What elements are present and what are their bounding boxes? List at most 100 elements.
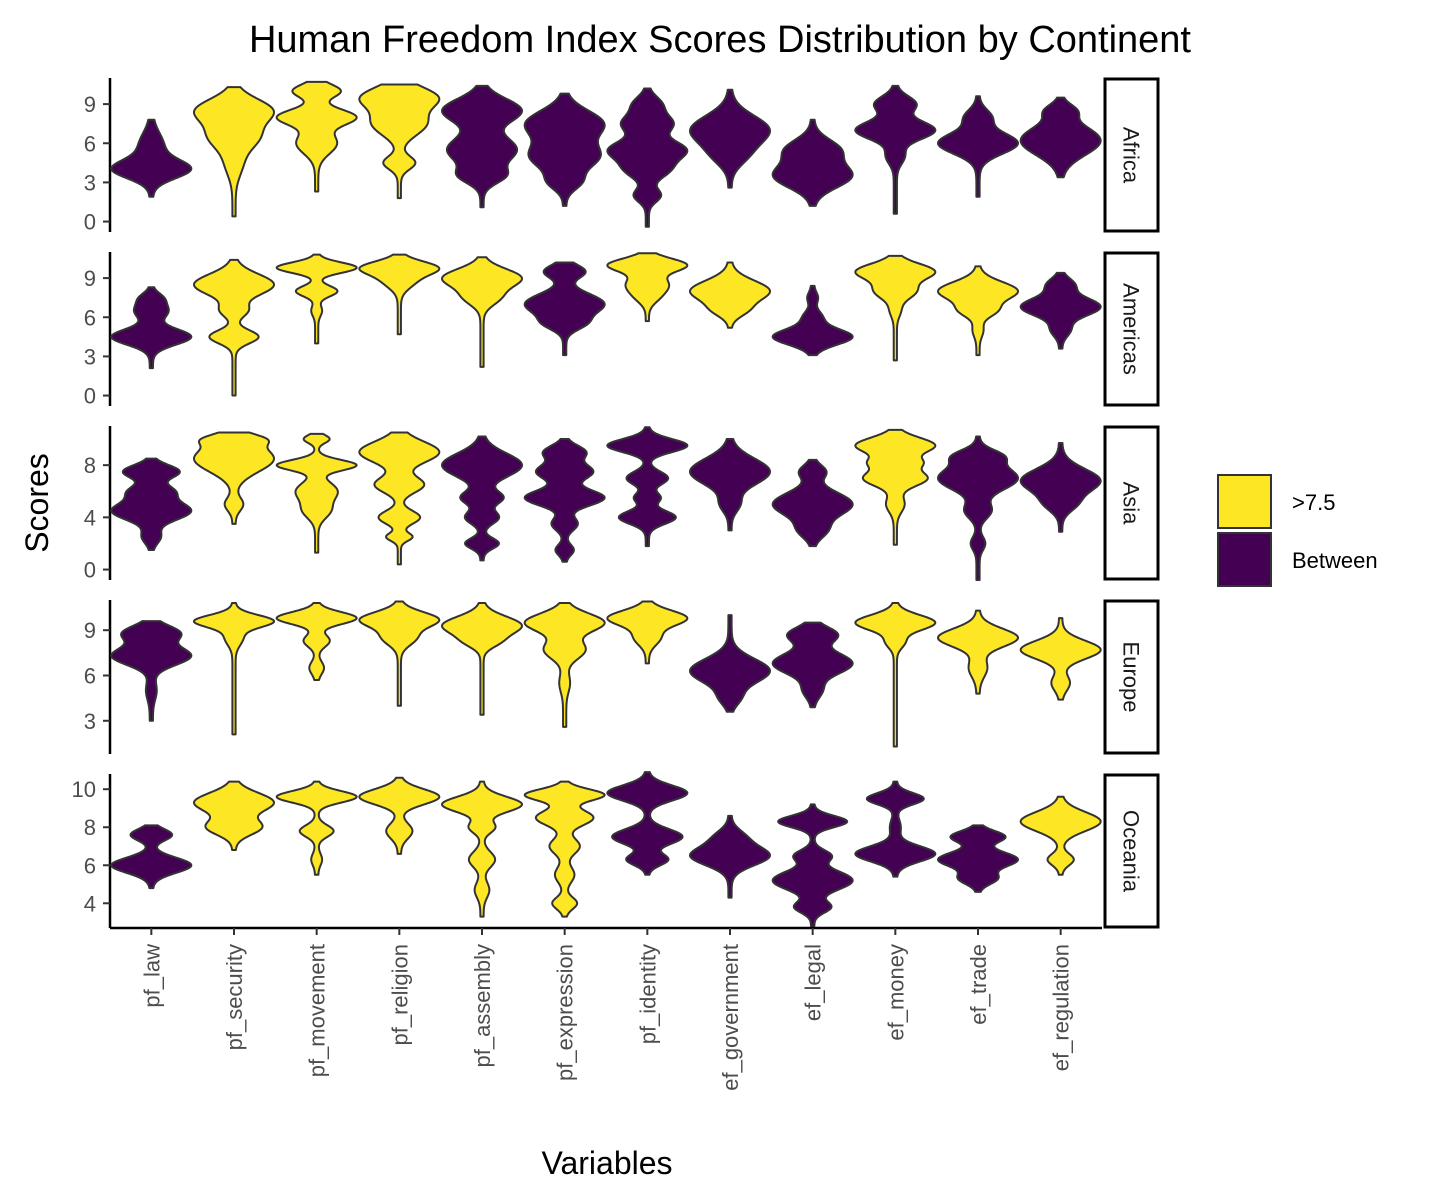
facet-panel-asia: 0 4 8 Asia xyxy=(84,425,1160,583)
violin-africa-pf_law xyxy=(110,118,193,198)
violin-asia-ef_legal xyxy=(771,458,854,548)
violin-europe-pf_law xyxy=(110,620,193,722)
facet-strip xyxy=(1103,773,1160,929)
violin-americas-pf_identity xyxy=(606,252,689,323)
violin-asia-pf_law xyxy=(110,457,193,551)
violin-europe-ef_regulation xyxy=(1019,617,1102,701)
legend-label-high: >7.5 xyxy=(1292,490,1335,515)
violin-africa-ef_regulation xyxy=(1019,96,1102,179)
y-tick-label: 6 xyxy=(84,131,96,156)
x-tick-label: ef_trade xyxy=(966,944,991,1025)
y-tick-label: 0 xyxy=(84,384,96,409)
violin-asia-pf_movement xyxy=(275,432,358,554)
violin-americas-ef_government xyxy=(689,261,771,329)
x-tick-label: ef_regulation xyxy=(1049,944,1074,1071)
violin-africa-pf_expression xyxy=(523,92,606,207)
violin-europe-pf_religion xyxy=(358,600,441,707)
facet-panel-oceania: 4 6 8 10 Oceania xyxy=(72,771,1160,929)
y-tick-label: 9 xyxy=(84,618,96,643)
violin-oceania-ef_money xyxy=(854,780,937,878)
violin-europe-ef_government xyxy=(689,614,771,713)
facet-strip-label: Asia xyxy=(1119,482,1144,526)
violin-asia-pf_identity xyxy=(606,426,689,548)
violin-oceania-pf_assembly xyxy=(441,780,523,918)
violin-europe-pf_identity xyxy=(606,600,689,665)
violin-oceania-pf_security xyxy=(193,780,275,852)
y-tick-label: 3 xyxy=(84,709,96,734)
facet-strip-label: Oceania xyxy=(1119,810,1144,893)
y-tick-label: 8 xyxy=(84,815,96,840)
violin-africa-pf_identity xyxy=(606,87,689,228)
violin-europe-pf_assembly xyxy=(441,602,523,716)
violin-europe-pf_movement xyxy=(275,602,358,682)
y-tick-label: 0 xyxy=(84,558,96,583)
facet-strip xyxy=(1103,251,1160,407)
violin-europe-ef_trade xyxy=(937,609,1019,695)
x-tick-label: ef_government xyxy=(718,944,743,1091)
facet-strip-label: Africa xyxy=(1119,127,1144,184)
facet-strip xyxy=(1103,599,1160,755)
x-axis-title: Variables xyxy=(541,1145,672,1181)
y-tick-label: 4 xyxy=(84,505,96,530)
x-tick-label: pf_identity xyxy=(635,944,660,1044)
y-tick-label: 9 xyxy=(84,266,96,291)
violin-asia-pf_assembly xyxy=(441,435,523,562)
x-tick-label: ef_legal xyxy=(801,944,826,1021)
violin-europe-pf_expression xyxy=(523,602,606,728)
legend: >7.5 Between xyxy=(1217,474,1378,587)
facet-strip xyxy=(1103,77,1160,233)
facet-panel-africa: 0 3 6 9 Africa xyxy=(84,77,1160,235)
violin-americas-pf_security xyxy=(193,258,275,397)
x-tick-label: pf_religion xyxy=(387,944,412,1046)
violin-asia-ef_trade xyxy=(937,435,1019,581)
y-tick-label: 6 xyxy=(84,305,96,330)
violin-oceania-ef_regulation xyxy=(1019,795,1102,876)
violin-asia-ef_regulation xyxy=(1019,441,1102,533)
facet-strip-label: Americas xyxy=(1119,283,1144,375)
y-axis-title: Scores xyxy=(19,453,55,553)
violin-africa-pf_security xyxy=(193,86,275,218)
facet-strip-label: Europe xyxy=(1119,642,1144,713)
violin-europe-pf_security xyxy=(193,602,275,736)
violin-africa-pf_religion xyxy=(358,83,441,200)
violin-americas-ef_regulation xyxy=(1019,271,1102,350)
y-tick-label: 8 xyxy=(84,453,96,478)
violin-oceania-ef_legal xyxy=(771,803,854,928)
y-tick-label: 6 xyxy=(84,853,96,878)
violin-africa-pf_assembly xyxy=(441,84,523,209)
y-tick-label: 9 xyxy=(84,92,96,117)
y-tick-label: 10 xyxy=(72,777,96,802)
violin-asia-pf_expression xyxy=(523,438,606,563)
violin-americas-pf_law xyxy=(110,286,193,370)
x-tick-label: ef_money xyxy=(883,944,908,1041)
violin-oceania-pf_identity xyxy=(606,771,689,876)
x-tick-label: pf_movement xyxy=(305,944,330,1077)
violin-americas-ef_legal xyxy=(771,284,854,357)
violin-asia-ef_money xyxy=(854,428,937,546)
violin-africa-pf_movement xyxy=(275,80,358,193)
chart-title: Human Freedom Index Scores Distribution … xyxy=(249,19,1191,61)
violin-asia-pf_religion xyxy=(358,431,441,566)
x-tick-label: pf_security xyxy=(222,944,247,1050)
x-tick-label: pf_expression xyxy=(553,944,578,1081)
violin-asia-ef_government xyxy=(689,438,771,532)
facet-panels: 0 3 6 9 Africa 0 3 6 9 Americas 0 4 8 Asia 3 6 9 Europe 4 6… xyxy=(72,77,1160,929)
violin-americas-pf_movement xyxy=(275,253,358,345)
violin-oceania-pf_expression xyxy=(523,780,606,918)
facet-panel-americas: 0 3 6 9 Americas xyxy=(84,251,1160,409)
violin-americas-ef_trade xyxy=(937,265,1019,357)
violin-africa-ef_government xyxy=(689,88,771,189)
y-tick-label: 4 xyxy=(84,891,96,916)
violin-asia-pf_security xyxy=(193,431,275,525)
violin-oceania-pf_law xyxy=(110,824,193,890)
violin-oceania-ef_trade xyxy=(937,824,1019,893)
violin-europe-ef_legal xyxy=(771,621,854,709)
facet-strip xyxy=(1103,425,1160,581)
violin-americas-pf_assembly xyxy=(441,256,523,368)
violin-americas-pf_expression xyxy=(523,261,606,357)
violin-americas-pf_religion xyxy=(358,253,441,336)
legend-label-between: Between xyxy=(1292,548,1378,573)
y-tick-label: 3 xyxy=(84,344,96,369)
violin-africa-ef_trade xyxy=(937,95,1019,198)
